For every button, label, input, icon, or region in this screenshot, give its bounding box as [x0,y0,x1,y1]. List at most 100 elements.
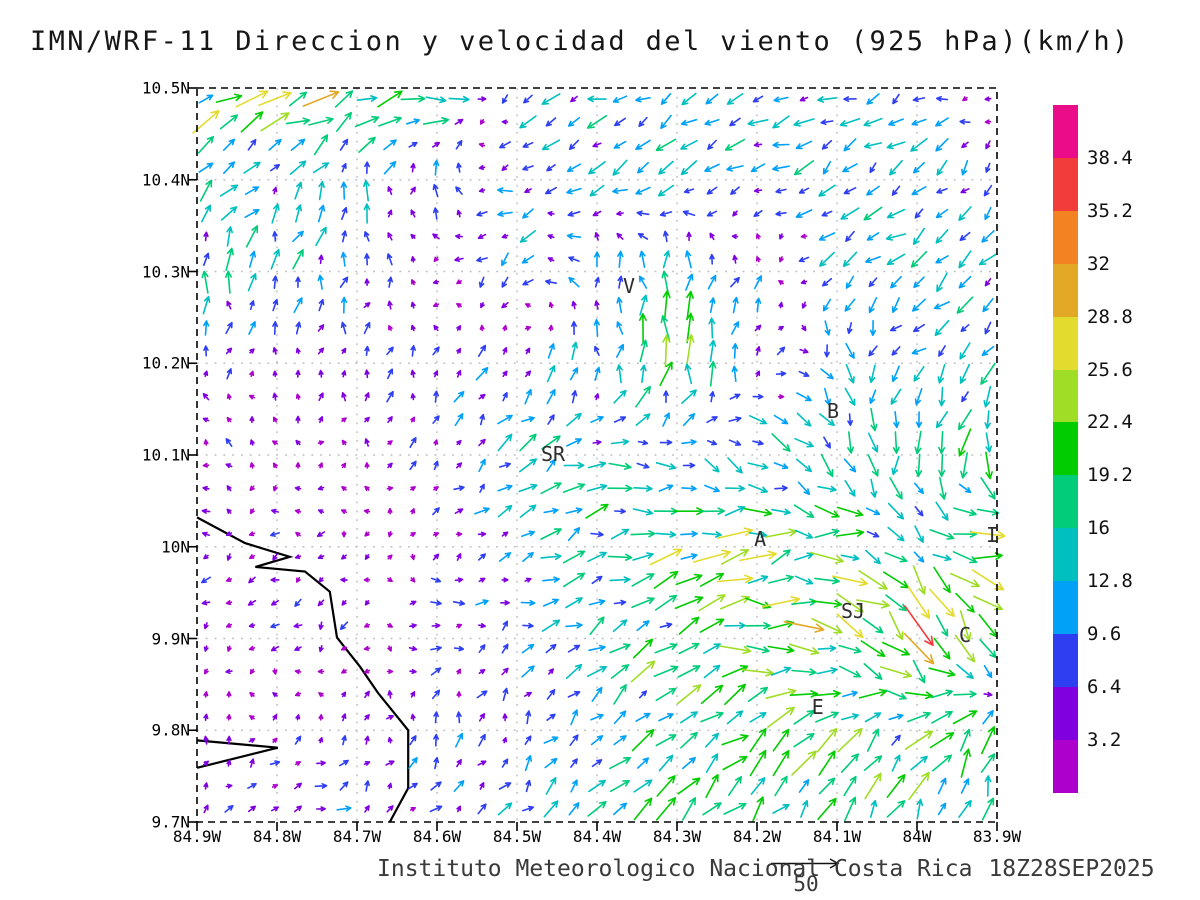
wind-arrow [203,760,209,766]
wind-arrow [767,645,795,654]
wind-arrow [268,138,282,151]
wind-arrow [248,738,256,743]
wind-arrow [938,345,946,357]
wind-arrow [432,141,440,148]
wind-arrow [912,96,926,103]
wind-arrow [904,605,934,647]
wind-arrow [387,416,393,424]
wind-arrow [592,210,602,217]
wind-arrow [363,508,371,514]
wind-arrow [772,728,790,752]
wind-arrow [836,506,864,517]
wind-arrow [750,163,766,173]
wind-arrow [952,551,978,564]
wind-arrow [632,638,654,659]
wind-arrow [887,502,905,520]
wind-arrow [793,160,815,176]
colorbar-label: 19.2 [1087,464,1133,487]
wind-arrow [502,392,508,402]
wind-arrow [318,714,324,721]
wind-arrow [271,203,280,224]
wind-arrow [541,435,561,450]
wind-arrow [429,805,443,813]
wind-arrow [521,643,535,654]
wind-arrow [767,620,795,630]
wind-arrow [793,709,815,725]
wind-arrow [432,553,440,561]
wind-arrow [519,458,537,473]
wind-arrow [224,805,234,813]
wind-arrow [593,319,600,337]
wind-arrow [590,531,604,538]
wind-arrow [958,275,972,289]
wind-arrow [364,253,370,266]
wind-arrow [202,462,210,468]
wind-arrow [821,277,833,287]
wind-arrow [719,595,751,610]
wind-arrow [455,462,463,469]
wind-arrow [819,251,835,267]
wind-arrow [614,508,626,515]
wind-arrow [198,162,214,173]
wind-arrow [410,301,416,309]
wind-arrow [863,117,883,127]
wind-arrow [430,667,442,676]
wind-arrow [410,233,416,240]
wind-arrow [788,643,820,655]
wind-arrow [980,477,996,500]
wind-arrow [524,325,532,331]
wind-arrow [888,118,904,126]
wind-arrow [753,142,763,148]
wind-arrow [271,600,279,606]
wind-arrow [295,369,301,378]
colorbar-segment [1053,316,1078,370]
wind-arrow [317,347,325,355]
wind-arrow [546,689,556,700]
wind-arrow [718,645,752,655]
wind-arrow [567,211,581,217]
wind-arrow [542,576,560,583]
wind-arrow [201,508,211,514]
wind-arrow [731,321,739,335]
wind-arrow [568,139,580,150]
wind-arrow [749,415,767,425]
wind-arrow [705,93,719,105]
wind-arrow [545,117,557,127]
wind-arrow [707,274,717,290]
wind-arrow [845,342,855,359]
wind-arrow [773,414,789,425]
wind-arrow [653,665,679,677]
wind-arrow [478,577,486,583]
wind-arrow [884,552,908,563]
wind-arrow [659,211,673,217]
wind-arrow [339,621,349,630]
wind-arrow [858,570,888,590]
wind-arrow [455,623,463,629]
wind-arrow [960,748,971,778]
wind-arrow [201,204,211,223]
wind-arrow [456,668,461,675]
wind-arrow [638,313,647,343]
wind-arrow [638,690,648,699]
wind-arrow [433,460,439,471]
wind-arrow [497,484,513,492]
wind-arrow [478,165,486,171]
wind-arrow [226,485,232,492]
wind-arrow [955,592,975,613]
wind-arrow [885,233,907,241]
wind-arrow [587,666,607,677]
wind-arrow [843,96,857,102]
wind-arrow [318,621,324,630]
wind-arrow [272,485,278,492]
wind-arrow [593,251,601,268]
wind-arrow [378,116,402,127]
plot-border [196,87,998,823]
wind-arrow [824,387,832,406]
wind-arrow [235,90,269,108]
wind-arrow [249,462,255,469]
wind-arrow [225,783,233,789]
city-label-sr: SR [540,441,566,466]
wind-arrow [772,804,790,814]
wind-arrow [870,478,878,498]
wind-arrow [478,276,485,288]
